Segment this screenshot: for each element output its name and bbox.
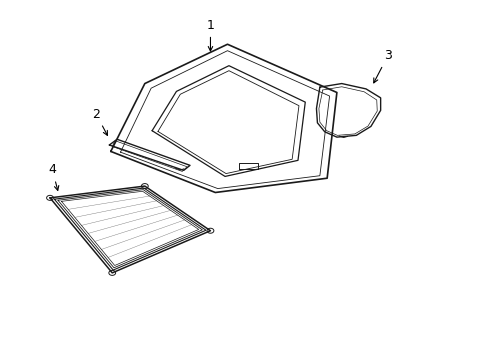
Text: 3: 3 bbox=[373, 49, 391, 83]
Text: 1: 1 bbox=[206, 19, 214, 51]
Text: 2: 2 bbox=[92, 108, 107, 135]
Text: 4: 4 bbox=[48, 163, 59, 190]
